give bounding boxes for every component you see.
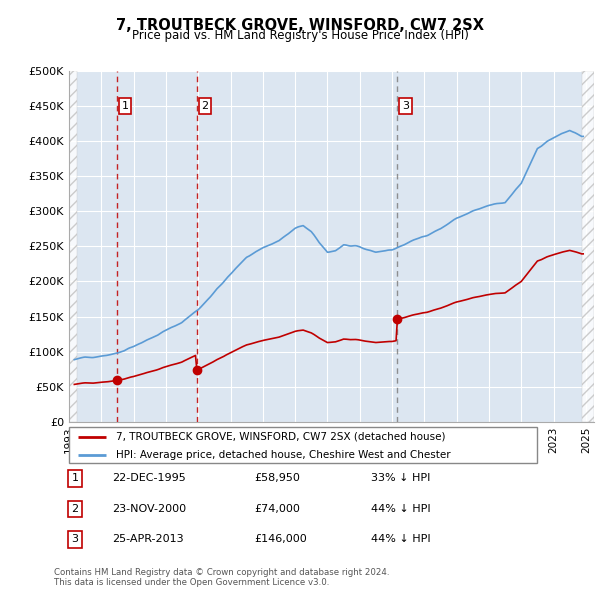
Line: 7, TROUTBECK GROVE, WINSFORD, CW7 2SX (detached house): 7, TROUTBECK GROVE, WINSFORD, CW7 2SX (d… xyxy=(74,250,583,385)
Text: 23-NOV-2000: 23-NOV-2000 xyxy=(112,504,186,514)
Bar xyxy=(69,71,77,422)
Line: HPI: Average price, detached house, Cheshire West and Chester: HPI: Average price, detached house, Ches… xyxy=(74,130,583,360)
Bar xyxy=(582,71,594,422)
Text: 1: 1 xyxy=(71,473,79,483)
HPI: Average price, detached house, Cheshire West and Chester: (2.02e+03, 4.07e+05): Average price, detached house, Cheshire … xyxy=(580,133,587,140)
HPI: Average price, detached house, Cheshire West and Chester: (2.02e+03, 3.96e+05): Average price, detached house, Cheshire … xyxy=(541,140,548,148)
HPI: Average price, detached house, Cheshire West and Chester: (2.02e+03, 4.15e+05): Average price, detached house, Cheshire … xyxy=(566,127,574,134)
7, TROUTBECK GROVE, WINSFORD, CW7 2SX (detached house) xyxy=(298,327,305,334)
Text: HPI: Average price, detached house, Cheshire West and Chester: HPI: Average price, detached house, Ches… xyxy=(116,450,451,460)
Text: 3: 3 xyxy=(71,535,79,545)
Text: 7, TROUTBECK GROVE, WINSFORD, CW7 2SX (detached house): 7, TROUTBECK GROVE, WINSFORD, CW7 2SX (d… xyxy=(116,432,445,442)
Text: 2: 2 xyxy=(71,504,79,514)
HPI: Average price, detached house, Cheshire West and Chester: (2.01e+03, 2.79e+05): Average price, detached house, Cheshire … xyxy=(298,222,305,230)
HPI: Average price, detached house, Cheshire West and Chester: (1.99e+03, 9.22e+04): Average price, detached house, Cheshire … xyxy=(92,353,100,360)
Text: 22-DEC-1995: 22-DEC-1995 xyxy=(112,473,186,483)
7, TROUTBECK GROVE, WINSFORD, CW7 2SX (detached house) xyxy=(424,309,431,316)
Text: 1: 1 xyxy=(122,101,128,111)
Text: Contains HM Land Registry data © Crown copyright and database right 2024.
This d: Contains HM Land Registry data © Crown c… xyxy=(54,568,389,587)
Text: 2: 2 xyxy=(202,101,209,111)
FancyBboxPatch shape xyxy=(69,427,537,463)
Text: 7, TROUTBECK GROVE, WINSFORD, CW7 2SX: 7, TROUTBECK GROVE, WINSFORD, CW7 2SX xyxy=(116,18,484,32)
HPI: Average price, detached house, Cheshire West and Chester: (2.02e+03, 2.65e+05): Average price, detached house, Cheshire … xyxy=(424,232,431,239)
7, TROUTBECK GROVE, WINSFORD, CW7 2SX (detached house) xyxy=(71,381,78,388)
7, TROUTBECK GROVE, WINSFORD, CW7 2SX (detached house) xyxy=(442,303,449,310)
Text: 44% ↓ HPI: 44% ↓ HPI xyxy=(371,504,430,514)
Text: 3: 3 xyxy=(402,101,409,111)
Text: £74,000: £74,000 xyxy=(254,504,301,514)
7, TROUTBECK GROVE, WINSFORD, CW7 2SX (detached house) xyxy=(566,247,574,254)
HPI: Average price, detached house, Cheshire West and Chester: (2e+03, 1.78e+05): Average price, detached house, Cheshire … xyxy=(206,293,214,300)
Text: £146,000: £146,000 xyxy=(254,535,307,545)
Text: £58,950: £58,950 xyxy=(254,473,301,483)
7, TROUTBECK GROVE, WINSFORD, CW7 2SX (detached house) xyxy=(206,360,214,367)
7, TROUTBECK GROVE, WINSFORD, CW7 2SX (detached house) xyxy=(92,379,100,386)
HPI: Average price, detached house, Cheshire West and Chester: (2.02e+03, 2.8e+05): Average price, detached house, Cheshire … xyxy=(442,222,449,229)
7, TROUTBECK GROVE, WINSFORD, CW7 2SX (detached house) xyxy=(541,255,548,262)
Text: 33% ↓ HPI: 33% ↓ HPI xyxy=(371,473,430,483)
Text: 44% ↓ HPI: 44% ↓ HPI xyxy=(371,535,430,545)
Text: 25-APR-2013: 25-APR-2013 xyxy=(112,535,184,545)
7, TROUTBECK GROVE, WINSFORD, CW7 2SX (detached house) xyxy=(580,250,587,257)
Text: Price paid vs. HM Land Registry's House Price Index (HPI): Price paid vs. HM Land Registry's House … xyxy=(131,30,469,42)
HPI: Average price, detached house, Cheshire West and Chester: (1.99e+03, 8.86e+04): Average price, detached house, Cheshire … xyxy=(71,356,78,363)
